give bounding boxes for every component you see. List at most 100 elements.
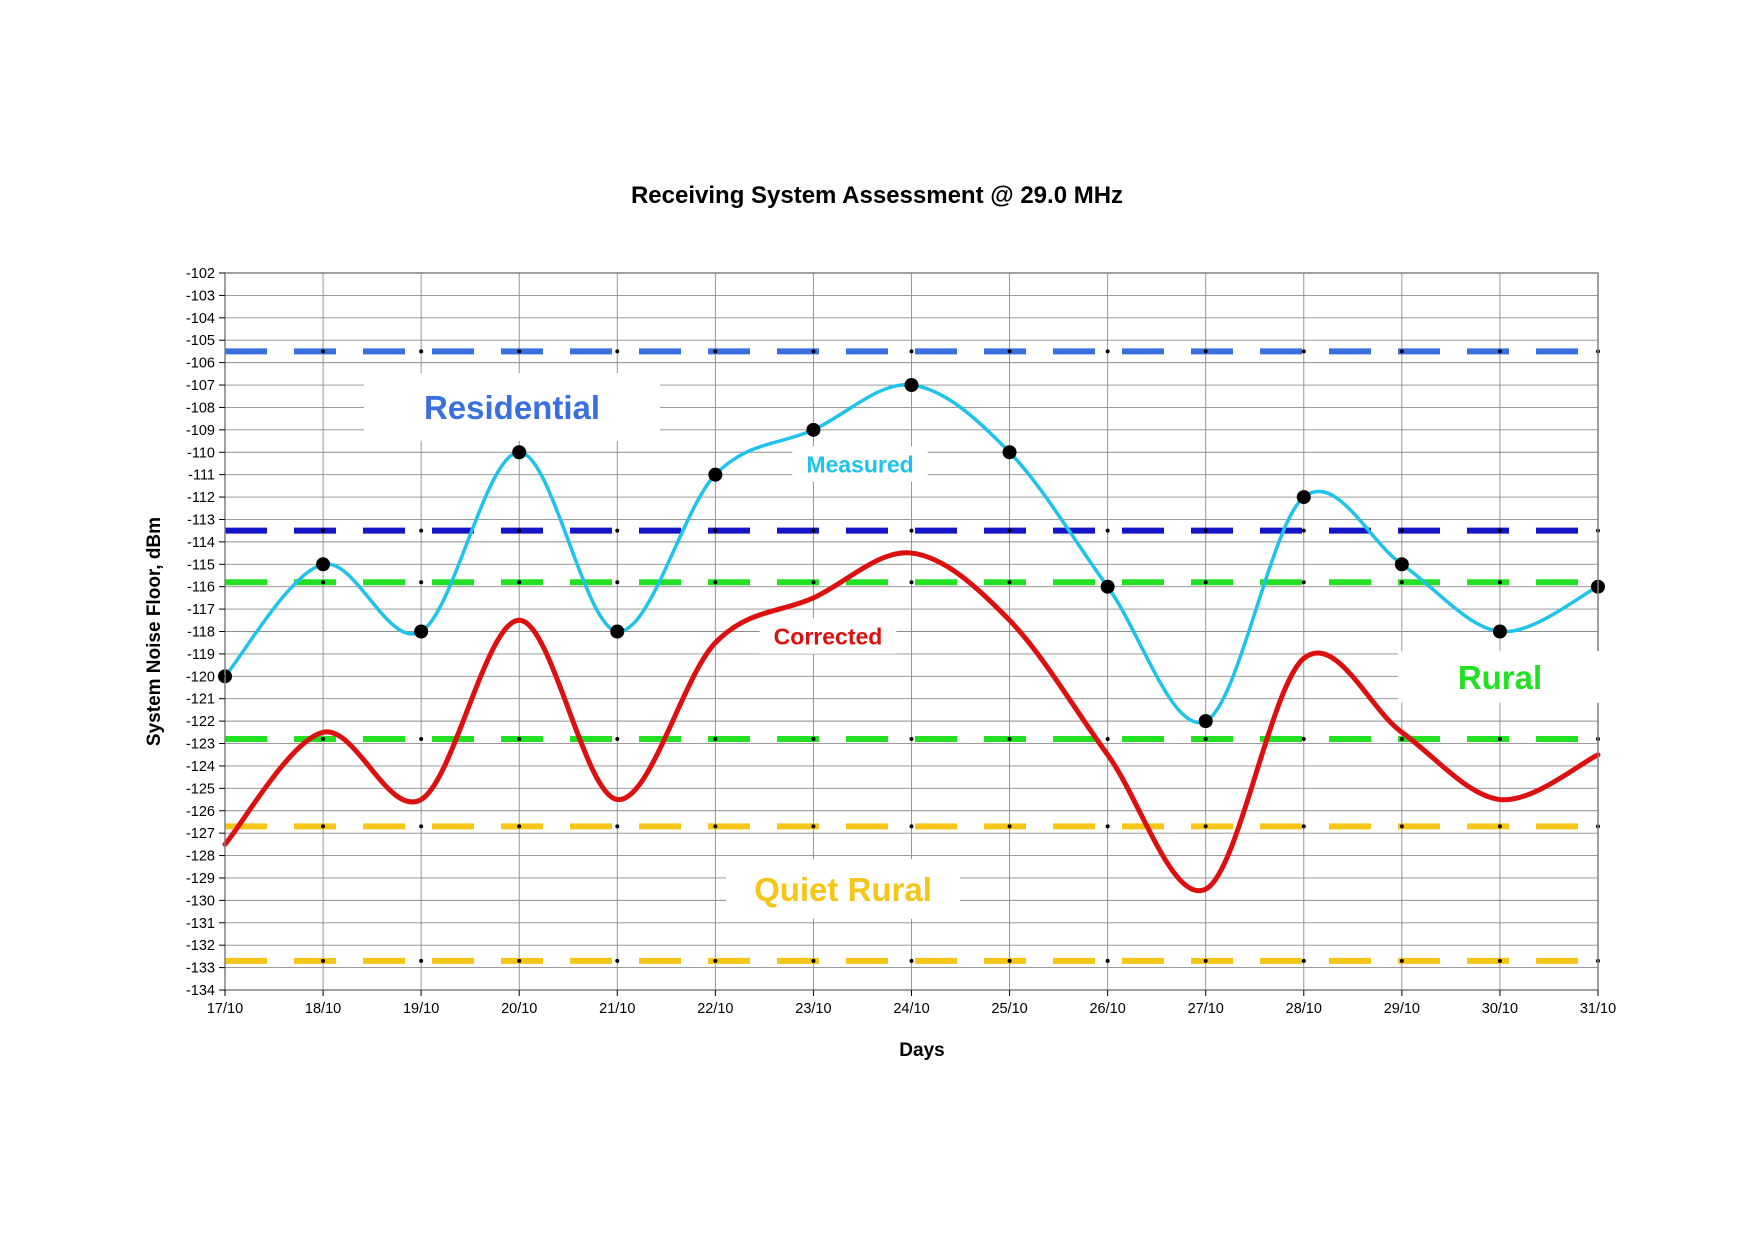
reference-tick-dot (1007, 824, 1012, 829)
reference-tick-dot (1399, 528, 1404, 533)
series-line-corrected (222, 550, 1601, 894)
series-label-corrected: Corrected (759, 618, 897, 654)
data-point (708, 467, 723, 482)
reference-tick-dot (1203, 528, 1208, 533)
y-tick-label: -124 (186, 759, 215, 775)
x-tick-label: 18/10 (305, 1001, 341, 1017)
reference-tick-dot (909, 824, 914, 829)
y-tick-label: -116 (187, 580, 215, 596)
y-tick-label: -113 (187, 512, 215, 528)
x-tick-label: 21/10 (599, 1001, 635, 1017)
y-tick-label: -117 (187, 602, 215, 618)
reference-tick-dot (321, 580, 326, 585)
reference-tick-dot (909, 349, 914, 354)
zone-label-rural-text: Rural (1458, 659, 1542, 696)
y-tick-label: -128 (186, 849, 215, 865)
reference-tick-dot (909, 737, 914, 742)
reference-tick-dot (517, 349, 522, 354)
data-point (806, 422, 821, 437)
reference-tick-dot (1105, 528, 1110, 533)
reference-tick-dot (419, 349, 424, 354)
y-tick-label: -129 (186, 871, 215, 887)
reference-tick-dot (909, 528, 914, 533)
reference-tick-dot (1301, 824, 1306, 829)
y-tick-label: -127 (186, 826, 215, 842)
reference-tick-dot (909, 958, 914, 963)
x-tick-label: 24/10 (893, 1001, 929, 1017)
reference-tick-dot (517, 737, 522, 742)
reference-tick-dot (321, 528, 326, 533)
reference-tick-dot (1105, 737, 1110, 742)
reference-tick-dot (321, 824, 326, 829)
y-tick-label: -131 (186, 916, 215, 932)
reference-tick-dot (615, 958, 620, 963)
series-label-measured-text: Measured (806, 451, 913, 477)
reference-tick-dot (615, 580, 620, 585)
x-tick-label: 28/10 (1286, 1001, 1322, 1017)
reference-tick-dot (1497, 824, 1502, 829)
reference-tick-dot (615, 349, 620, 354)
zone-label-residential-text: Residential (424, 389, 600, 426)
series-label-measured: Measured (792, 446, 928, 482)
data-point (1492, 624, 1507, 639)
reference-tick-dot (1203, 580, 1208, 585)
x-tick-label: 22/10 (697, 1001, 733, 1017)
y-tick-label: -119 (187, 647, 215, 663)
zone-label-quiet-rural-bg (726, 859, 960, 919)
reference-tick-dot (1399, 580, 1404, 585)
zone-label-residential: Residential (363, 373, 661, 441)
reference-tick-dot (713, 580, 718, 585)
reference-tick-dot (1007, 737, 1012, 742)
reference-tick-dot (615, 824, 620, 829)
data-point (414, 624, 429, 639)
reference-tick-dot (1399, 824, 1404, 829)
reference-tick-dot (1105, 824, 1110, 829)
data-point (1198, 714, 1213, 729)
reference-tick-dot (1007, 958, 1012, 963)
reference-tick-dot (713, 528, 718, 533)
reference-tick-dot (321, 349, 326, 354)
data-point (1394, 557, 1409, 572)
reference-tick-dot (1399, 958, 1404, 963)
y-tick-label: -125 (186, 781, 215, 797)
y-tick-label: -122 (186, 714, 215, 730)
reference-tick-dot (615, 528, 620, 533)
data-point (1100, 579, 1115, 594)
y-tick-label: -132 (186, 938, 215, 954)
reference-tick-dot (517, 958, 522, 963)
y-tick-label: -108 (186, 400, 215, 416)
reference-tick-dot (1301, 737, 1306, 742)
y-tick-label: -133 (186, 961, 215, 977)
series-layer (218, 378, 1605, 894)
reference-tick-dot (811, 580, 816, 585)
reference-tick-dot (713, 824, 718, 829)
x-tick-label: 26/10 (1089, 1001, 1125, 1017)
x-tick-label: 17/10 (207, 1001, 243, 1017)
reference-tick-dot (1301, 958, 1306, 963)
reference-tick-dot (1203, 824, 1208, 829)
zone-label-rural-bg (1397, 651, 1603, 703)
y-tick-label: -105 (186, 333, 215, 349)
reference-tick-dot (713, 349, 718, 354)
reference-tick-dot (1203, 958, 1208, 963)
data-point (1002, 445, 1017, 460)
y-tick-label: -106 (186, 356, 215, 372)
reference-tick-dot (419, 737, 424, 742)
reference-tick-dot (1301, 349, 1306, 354)
reference-tick-dot (517, 528, 522, 533)
reference-tick-dot (1203, 737, 1208, 742)
y-tick-label: -104 (186, 311, 215, 327)
y-tick-label: -114 (187, 535, 215, 551)
reference-tick-dot (713, 958, 718, 963)
reference-tick-dot (1399, 737, 1404, 742)
y-tick-label: -109 (186, 423, 215, 439)
y-tick-label: -107 (186, 378, 215, 394)
y-tick-label: -102 (186, 266, 215, 282)
data-point (316, 557, 331, 572)
y-tick-label: -111 (188, 468, 215, 484)
x-axis-ticks: 17/10 18/10 19/10 20/10 21/10 22/10 23/10 24/10… (207, 990, 1616, 1017)
y-tick-label: -103 (186, 288, 215, 304)
reference-tick-dot (321, 958, 326, 963)
reference-tick-dot (1497, 528, 1502, 533)
y-axis-label: System Noise Floor, dBm (144, 517, 165, 746)
